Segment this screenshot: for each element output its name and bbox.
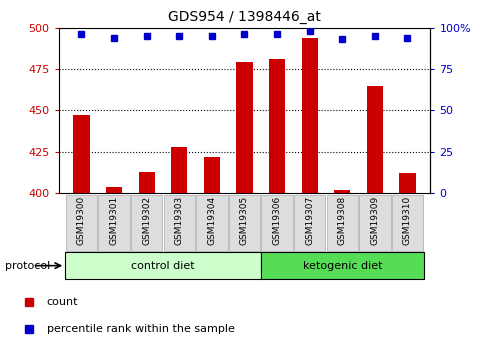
Text: ketogenic diet: ketogenic diet	[302, 261, 381, 270]
FancyBboxPatch shape	[261, 195, 292, 251]
Text: GSM19307: GSM19307	[305, 196, 314, 245]
Bar	[171, 147, 187, 193]
Bar	[399, 173, 415, 193]
FancyBboxPatch shape	[228, 195, 260, 251]
Text: protocol: protocol	[5, 261, 50, 270]
Title: GDS954 / 1398446_at: GDS954 / 1398446_at	[168, 10, 320, 24]
Bar	[236, 62, 252, 193]
Text: GSM19303: GSM19303	[174, 196, 183, 245]
Bar	[203, 157, 220, 193]
FancyBboxPatch shape	[131, 195, 162, 251]
Text: GSM19305: GSM19305	[240, 196, 248, 245]
Bar	[138, 172, 155, 193]
Text: GSM19302: GSM19302	[142, 196, 151, 245]
Text: GSM19309: GSM19309	[369, 196, 379, 245]
Bar	[260, 252, 423, 279]
Bar	[73, 115, 89, 193]
Bar	[366, 86, 382, 193]
Text: GSM19304: GSM19304	[207, 196, 216, 245]
Text: GSM19306: GSM19306	[272, 196, 281, 245]
FancyBboxPatch shape	[326, 195, 357, 251]
FancyBboxPatch shape	[391, 195, 422, 251]
Text: GSM19310: GSM19310	[402, 196, 411, 245]
Bar	[301, 38, 317, 193]
Text: control diet: control diet	[131, 261, 194, 270]
FancyBboxPatch shape	[66, 195, 97, 251]
FancyBboxPatch shape	[98, 195, 129, 251]
FancyBboxPatch shape	[293, 195, 325, 251]
Text: percentile rank within the sample: percentile rank within the sample	[46, 325, 234, 334]
Bar	[333, 190, 350, 193]
Bar	[268, 59, 285, 193]
FancyBboxPatch shape	[163, 195, 195, 251]
Text: count: count	[46, 297, 78, 306]
Text: GSM19300: GSM19300	[77, 196, 86, 245]
FancyBboxPatch shape	[359, 195, 390, 251]
Text: GSM19308: GSM19308	[337, 196, 346, 245]
Bar	[106, 187, 122, 193]
Bar	[65, 252, 260, 279]
FancyBboxPatch shape	[196, 195, 227, 251]
Text: GSM19301: GSM19301	[109, 196, 119, 245]
